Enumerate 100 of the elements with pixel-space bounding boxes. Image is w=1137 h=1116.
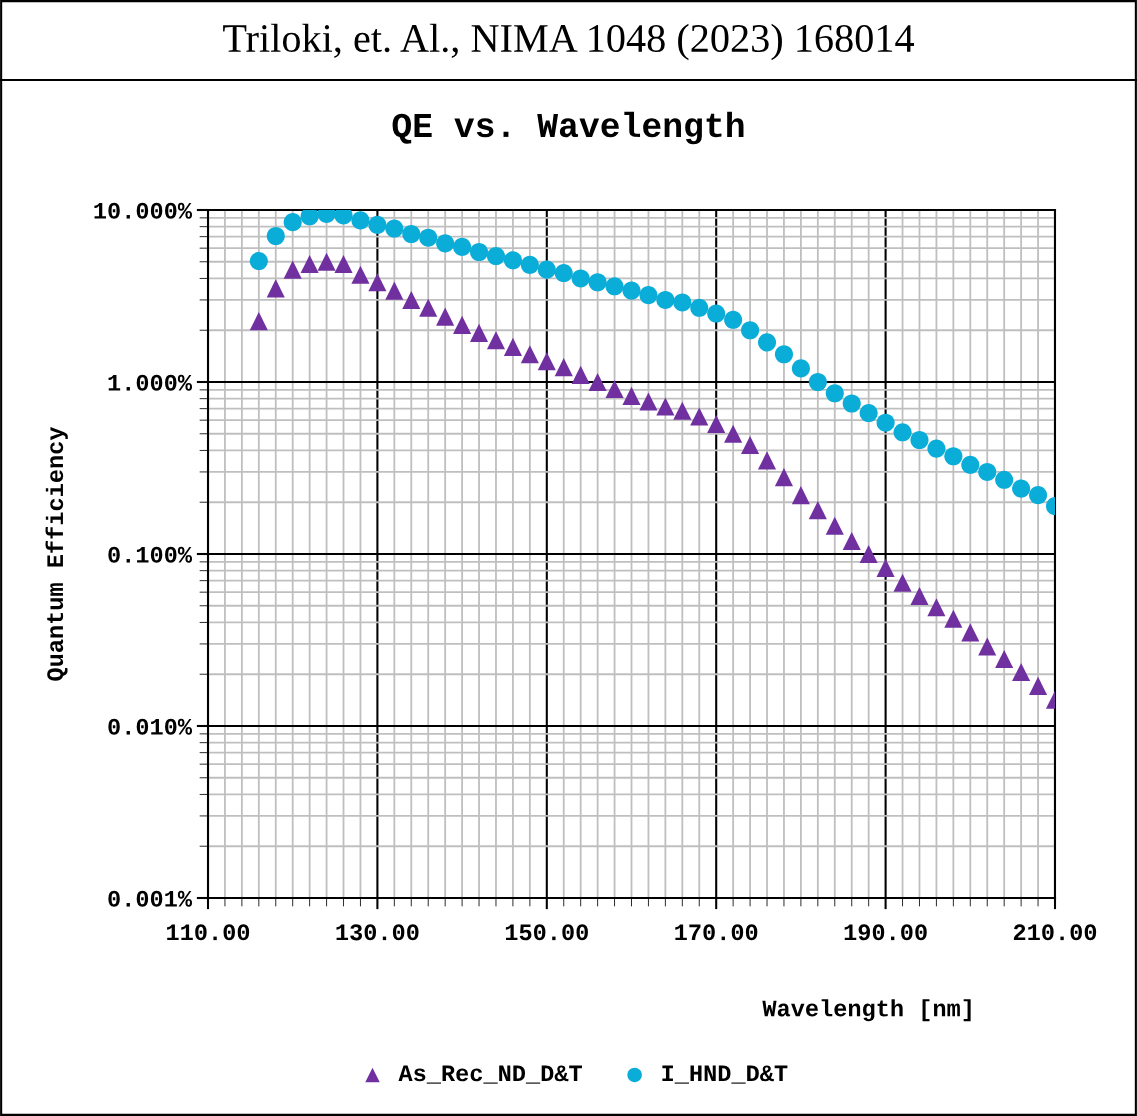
point [588,273,607,292]
point [419,298,438,317]
point [656,290,675,309]
legend-label: I_HND_D&T [662,1065,788,1084]
point [757,451,777,470]
point [910,430,929,450]
point [503,251,522,270]
point [893,573,912,592]
point [791,486,810,505]
point [944,447,963,466]
point [791,359,810,378]
point [944,609,963,628]
y-tick-label: 10.000% [94,202,193,219]
point [453,237,472,256]
point [978,637,997,656]
point [436,307,455,326]
point [707,304,726,323]
point [1012,662,1031,682]
point [385,219,404,238]
point [1012,479,1031,498]
point [978,462,997,481]
y-tick-label: 0.001% [108,890,193,907]
point [436,234,455,253]
point [774,468,794,487]
point [741,435,760,455]
x-tick-label: 130.00 [336,924,419,941]
point [300,210,319,226]
point [622,386,641,405]
point [351,265,370,284]
point [571,269,590,288]
point [1029,486,1048,505]
point [351,211,370,230]
point [300,255,319,274]
point [639,392,658,411]
point [368,273,387,292]
point [825,516,844,535]
point [825,384,844,403]
point [724,424,743,443]
x-tick-label: 210.00 [1013,924,1097,941]
point [453,315,472,334]
point [588,372,607,392]
point [639,286,658,305]
chart-title: QE vs. Wavelength [392,111,744,145]
point [605,379,624,399]
point [605,277,624,296]
point [571,365,590,384]
point [842,394,861,413]
point [876,413,895,432]
point [774,345,794,364]
point [673,401,692,420]
point [673,293,692,312]
point [842,531,861,551]
x-tick-label: 190.00 [844,924,927,941]
point [249,251,268,271]
point [656,397,675,416]
point [808,501,827,520]
x-axis-title: Wavelength [nm] [762,999,971,1022]
point [334,255,353,274]
point [385,281,404,300]
point [859,544,878,564]
y-tick-label: 0.010% [108,718,193,735]
x-tick-label: 110.00 [167,924,250,941]
point [995,650,1014,669]
point [927,598,946,617]
point [876,558,895,577]
point [402,290,421,309]
point [808,372,827,392]
point [724,310,743,329]
point [503,337,522,356]
point [859,403,878,423]
point [469,242,489,262]
point [419,228,438,247]
point [266,226,285,246]
point [283,260,302,279]
y-tick-label: 0.100% [108,546,193,563]
point [554,358,573,377]
y-tick-label: 1.000% [108,374,193,391]
point [537,260,556,279]
point [368,215,387,234]
text: Triloki, et. Al., NIMA 1048 (2023) 168014 [223,23,914,61]
x-tick-label: 170.00 [675,924,758,941]
legend-label: As_Rec_ND_D&T [398,1065,582,1084]
point [1029,676,1048,695]
point [961,455,980,474]
point [469,323,489,342]
point [910,586,929,606]
point [520,345,539,364]
point [283,213,302,232]
point [486,331,506,350]
point [961,623,980,642]
point [690,407,709,426]
point [554,263,573,283]
point [317,252,336,271]
point [266,279,285,298]
point [741,321,760,340]
point [893,423,912,442]
y-axis-title: Quantum Efficiency [45,426,68,681]
point [927,439,946,458]
point [622,281,641,300]
point [486,246,506,266]
